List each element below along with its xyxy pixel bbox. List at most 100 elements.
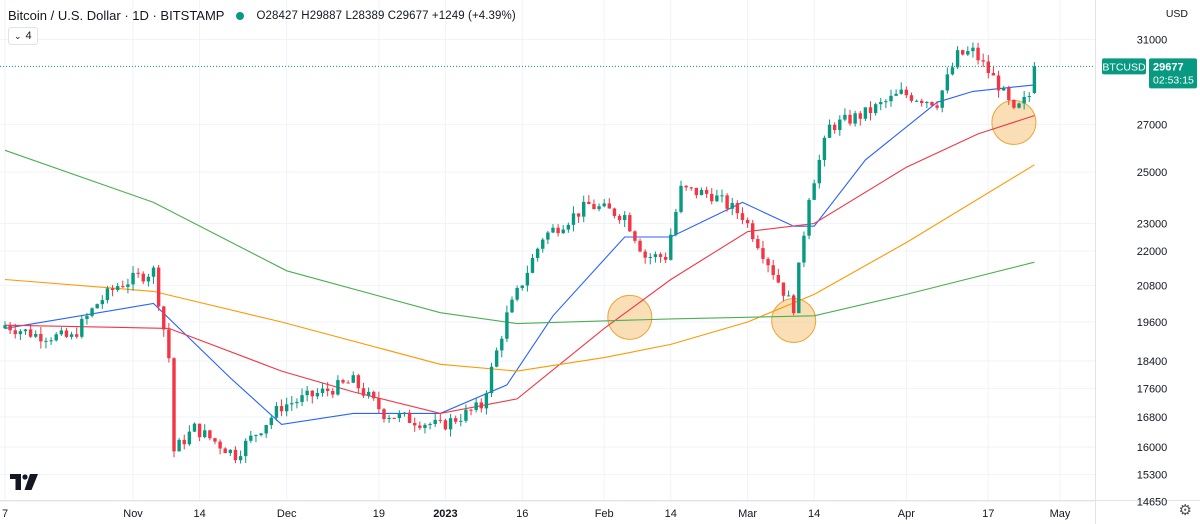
candle [295, 398, 299, 409]
candle [443, 418, 448, 431]
candle-body [80, 318, 84, 337]
candle-body [90, 308, 94, 316]
candle [546, 230, 550, 244]
candle [832, 122, 837, 134]
candle [858, 110, 862, 126]
candle-body [838, 119, 842, 131]
candle-body [377, 398, 381, 410]
x-tick-label: Feb [595, 508, 614, 520]
candle-body [735, 203, 740, 214]
indicators-toggle-button[interactable]: ⌄ 4 [8, 27, 38, 45]
candle-body [448, 418, 453, 430]
y-tick-label: 27000 [1137, 120, 1168, 132]
candle-body [279, 406, 284, 412]
candle [197, 423, 202, 442]
candle [648, 253, 652, 265]
candle [674, 208, 678, 237]
candle [59, 327, 64, 336]
candle-body [541, 239, 545, 249]
candle [597, 203, 601, 212]
candle [868, 101, 873, 121]
candle-body [433, 419, 437, 425]
candle [730, 197, 734, 216]
candle-body [269, 417, 274, 426]
x-tick-label: May [1050, 508, 1071, 520]
candle [807, 198, 811, 240]
candle-body [28, 329, 33, 337]
candle-body [59, 330, 64, 335]
indicators-count: 4 [25, 30, 32, 42]
candle [126, 278, 130, 294]
candle [44, 337, 48, 349]
candle [925, 101, 929, 109]
candle-body [950, 67, 955, 75]
candle-body [602, 203, 606, 207]
candle-body [69, 334, 74, 337]
candle-body [1032, 66, 1037, 93]
candle [699, 187, 704, 196]
candle-body [290, 403, 294, 405]
currency-label[interactable]: USD [1165, 8, 1188, 20]
candle [90, 307, 94, 318]
tradingview-logo-icon[interactable] [10, 474, 38, 495]
candle-body [822, 137, 827, 160]
candle-body [402, 412, 407, 414]
candle [8, 322, 12, 335]
candle [817, 154, 821, 189]
candle [950, 62, 955, 76]
candle-body [751, 223, 755, 240]
candle [1001, 85, 1006, 91]
candle [74, 327, 79, 339]
candle-body [884, 101, 888, 103]
candle-body [781, 282, 786, 296]
ohlc-values: O28427 H29887 L28389 C29677 +1249 (+4.39… [256, 9, 516, 22]
candle-body [730, 203, 734, 209]
candle-body [745, 219, 750, 224]
candle-body [530, 257, 535, 273]
candle [428, 422, 432, 430]
candle [85, 312, 89, 325]
candle-body [561, 229, 565, 234]
candle-body [34, 333, 38, 337]
candle [643, 249, 647, 264]
candle [351, 371, 355, 384]
candle [1012, 99, 1016, 110]
candle-body [105, 288, 110, 301]
candle [945, 67, 950, 94]
candle [653, 251, 658, 263]
candle-body [930, 101, 934, 106]
candle-body [960, 50, 965, 55]
symbol-title[interactable]: Bitcoin / U.S. Dollar · 1D · BITSTAMP [8, 8, 225, 23]
candle-body [628, 215, 632, 232]
candle-body [397, 413, 402, 419]
candle [684, 185, 688, 191]
candle [372, 390, 376, 401]
gear-icon[interactable]: ⚙ [1178, 502, 1192, 519]
candle-body [966, 51, 970, 55]
candle-body [679, 185, 683, 212]
candle-body [546, 232, 550, 240]
price-tag-symbol: BTCUSD [1102, 61, 1146, 73]
candle [274, 402, 279, 421]
candle [669, 228, 673, 261]
candle-body [131, 272, 135, 285]
candle [986, 55, 991, 79]
candle [761, 240, 765, 264]
candle [305, 386, 309, 402]
candle [628, 212, 632, 232]
candle [797, 262, 801, 314]
candle [776, 268, 781, 284]
candle [622, 211, 627, 228]
candle-body [115, 286, 120, 290]
candle [115, 282, 120, 292]
candle-body [674, 211, 678, 235]
candle [151, 265, 156, 284]
y-tick-label: 18400 [1137, 356, 1168, 368]
candle-body [505, 312, 509, 339]
candle [766, 257, 770, 273]
candle [582, 195, 586, 223]
candle [1027, 92, 1031, 102]
x-tick-label: 14 [808, 508, 820, 520]
candle [935, 101, 939, 111]
